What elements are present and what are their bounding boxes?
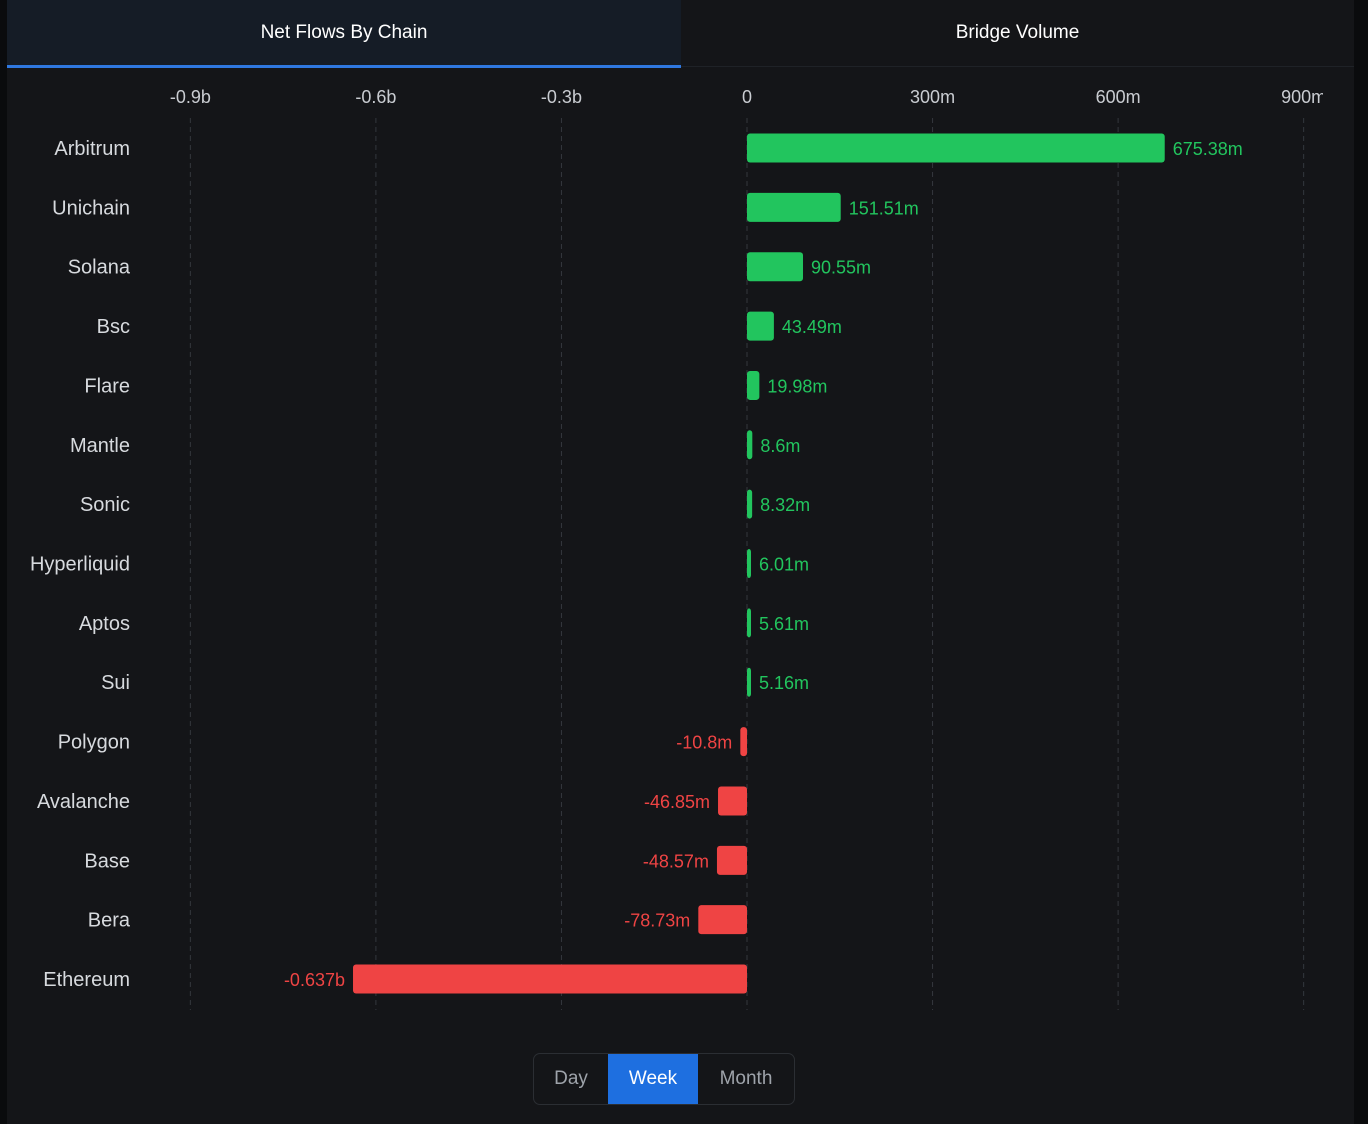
bar xyxy=(747,489,753,519)
x-axis-ticks: -0.9b -0.6b -0.3b 0 300m 600m 900m xyxy=(170,87,1326,107)
period-week-button[interactable]: Week xyxy=(608,1054,698,1104)
bar-value-labels: 675.38m 151.51m 90.55m 43.49m 19.98m 8.6m 8.32… xyxy=(284,139,1243,990)
category-label: Sui xyxy=(101,672,130,694)
tab-net-flows[interactable]: Net Flows By Chain xyxy=(7,0,681,68)
tab-bridge-volume[interactable]: Bridge Volume xyxy=(955,22,1080,43)
bar-value-label: 43.49m xyxy=(782,317,842,337)
bar-value-label: -10.8m xyxy=(676,733,732,753)
bar xyxy=(747,667,751,697)
x-tick-label: 900m xyxy=(1281,87,1326,107)
bar-value-label: 5.16m xyxy=(759,673,809,693)
category-label: Polygon xyxy=(58,732,130,754)
bar-value-label: 19.98m xyxy=(767,376,827,396)
bar-value-label: 6.01m xyxy=(759,555,809,575)
bar xyxy=(747,549,751,579)
category-label: Unichain xyxy=(52,197,130,219)
bar-value-label: -0.637b xyxy=(284,970,345,990)
category-label: Ethereum xyxy=(43,969,130,991)
x-tick-label: 0 xyxy=(742,87,752,107)
bar xyxy=(747,133,1165,163)
bar-value-label: 8.32m xyxy=(760,495,810,515)
bar-value-label: 151.51m xyxy=(849,198,919,218)
bar xyxy=(747,608,751,638)
category-label: Arbitrum xyxy=(54,138,130,160)
bar xyxy=(698,905,747,935)
category-label: Bsc xyxy=(97,316,130,338)
x-tick-label: -0.6b xyxy=(355,87,396,107)
category-label: Sonic xyxy=(80,494,130,516)
bar-value-label: -48.57m xyxy=(643,851,709,871)
category-label: Bera xyxy=(88,910,131,932)
category-label: Base xyxy=(84,850,130,872)
tab-bar: Net Flows By Chain Bridge Volume xyxy=(7,0,1354,68)
category-label: Solana xyxy=(68,257,131,279)
y-axis-categories: Arbitrum Unichain Solana Bsc Flare Mantle Soni… xyxy=(30,138,131,991)
bar-value-label: 8.6m xyxy=(760,436,800,456)
bar xyxy=(716,845,747,875)
bar xyxy=(747,192,841,222)
category-label: Aptos xyxy=(79,613,130,635)
x-tick-label: -0.3b xyxy=(541,87,582,107)
bar-value-label: -46.85m xyxy=(644,792,710,812)
bar-value-label: 90.55m xyxy=(811,258,871,278)
bars xyxy=(353,133,1165,994)
category-label: Mantle xyxy=(70,435,130,457)
category-label: Avalanche xyxy=(37,791,130,813)
period-day-button[interactable]: Day xyxy=(554,1068,588,1089)
bar xyxy=(747,430,753,460)
tab-divider xyxy=(681,66,1354,67)
bar xyxy=(747,311,774,341)
bar xyxy=(740,727,747,757)
x-tick-label: 600m xyxy=(1096,87,1141,107)
chart-panel: Net Flows By Chain Bridge Volume -0.9b -0… xyxy=(7,0,1354,1124)
category-label: Flare xyxy=(84,375,130,397)
bar xyxy=(353,964,747,994)
bar-value-label: -78.73m xyxy=(624,911,690,931)
bar xyxy=(747,370,760,400)
bar xyxy=(747,252,804,282)
net-flows-chart: -0.9b -0.6b -0.3b 0 300m 600m 900m Arbitrum Uni… xyxy=(30,87,1326,1010)
period-month-button[interactable]: Month xyxy=(719,1068,773,1089)
period-selector: Day Week Month xyxy=(533,1053,795,1105)
category-label: Hyperliquid xyxy=(30,554,130,576)
bar xyxy=(718,786,747,816)
x-tick-label: 300m xyxy=(910,87,955,107)
bar-value-label: 5.61m xyxy=(759,614,809,634)
x-tick-label: -0.9b xyxy=(170,87,211,107)
bar-value-label: 675.38m xyxy=(1173,139,1243,159)
